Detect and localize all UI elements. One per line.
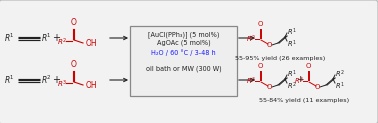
Text: 55-84% yield (11 examples): 55-84% yield (11 examples) [259,98,349,103]
Text: $R^3$: $R^3$ [246,75,256,87]
Text: O: O [258,63,263,69]
Text: $R^2$: $R^2$ [287,80,297,92]
Text: $R^1$: $R^1$ [335,80,345,92]
Text: $R^1$: $R^1$ [287,68,297,80]
Text: +: + [52,75,60,85]
Text: +: + [52,33,60,43]
Text: [AuCl(PPh₃)] (5 mol%): [AuCl(PPh₃)] (5 mol%) [148,31,219,38]
Text: +: + [296,76,304,85]
Text: 55-95% yield (26 examples): 55-95% yield (26 examples) [235,56,325,61]
Text: $R^2$: $R^2$ [246,33,256,45]
Text: $R^2$: $R^2$ [57,36,67,48]
Text: $R^3$: $R^3$ [57,78,67,90]
Text: O: O [71,18,76,27]
Text: AgOAc (5 mol%): AgOAc (5 mol%) [157,40,210,46]
Text: $R^1$: $R^1$ [41,32,52,44]
Text: oil bath or MW (300 W): oil bath or MW (300 W) [146,65,221,71]
Text: $R^3$: $R^3$ [294,75,304,87]
Text: $R^1$: $R^1$ [287,38,297,50]
Text: O: O [71,60,76,69]
Text: $R^2$: $R^2$ [335,68,345,80]
Text: $R^1$: $R^1$ [287,26,297,38]
Text: $R^1$: $R^1$ [4,74,15,86]
Text: O: O [258,21,263,27]
Text: OH: OH [86,82,98,91]
Text: O: O [314,84,320,90]
Text: $R^1$: $R^1$ [4,32,15,44]
Text: OH: OH [86,39,98,48]
FancyBboxPatch shape [130,26,237,96]
Text: H₂O / 60 °C / 3-48 h: H₂O / 60 °C / 3-48 h [151,49,216,56]
Text: O: O [306,63,311,69]
Text: O: O [266,84,272,90]
Text: $R^2$: $R^2$ [41,74,52,86]
Text: O: O [266,42,272,48]
